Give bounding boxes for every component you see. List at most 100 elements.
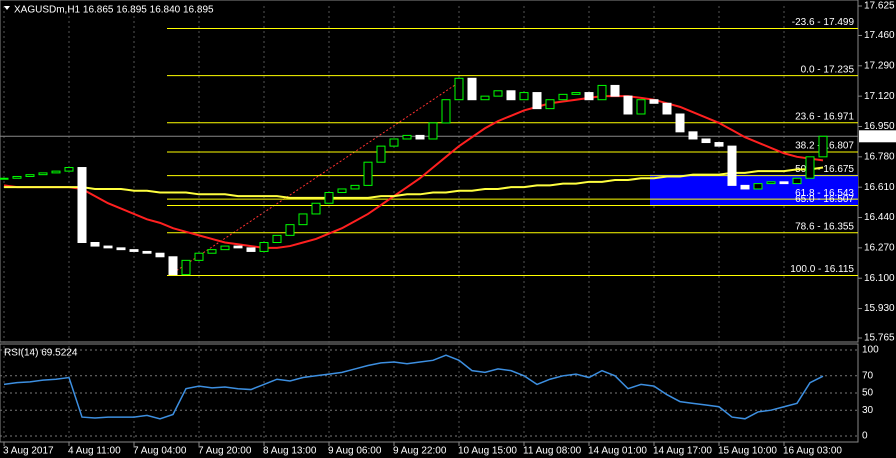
candle — [0, 177, 9, 180]
chart-title: XAGUSDm,H1 16.865 16.895 16.840 16.895 — [14, 5, 214, 16]
candle — [480, 95, 490, 101]
candle — [168, 256, 178, 276]
candle — [142, 250, 152, 254]
x-tick-label: 11 Aug 08:00 — [523, 446, 582, 457]
x-tick-label: 16 Aug 03:00 — [783, 446, 842, 457]
candle — [818, 135, 828, 158]
candle — [129, 249, 139, 252]
candle — [584, 92, 594, 101]
y-tick-label: 16.100 — [864, 273, 895, 284]
y-tick-label: 16.780 — [864, 151, 895, 162]
candle — [64, 167, 74, 172]
candle — [636, 99, 646, 115]
x-tick-label: 3 Aug 2017 — [3, 446, 54, 457]
x-tick-label: 14 Aug 17:00 — [653, 446, 712, 457]
candle — [272, 234, 282, 244]
candle — [649, 99, 659, 104]
candle — [805, 156, 815, 179]
candle — [233, 245, 243, 249]
y-tick-label: 16.610 — [864, 182, 895, 193]
rsi-tick-label: 50 — [862, 388, 874, 399]
candle — [623, 95, 633, 115]
x-tick-label: 4 Aug 11:00 — [68, 446, 121, 457]
candle — [792, 177, 802, 185]
candle — [467, 77, 477, 101]
candle — [116, 247, 126, 251]
candle — [766, 181, 776, 185]
y-tick-label: 15.765 — [864, 333, 895, 344]
fib-label: 0.0 - 17.235 — [801, 64, 855, 75]
candle — [428, 122, 438, 140]
candle — [688, 131, 698, 140]
current-price-label: 16.895 — [862, 131, 893, 142]
x-tick-label: 10 Aug 15:00 — [458, 446, 517, 457]
candle — [519, 92, 529, 101]
y-tick-label: 15.930 — [864, 303, 895, 314]
x-tick-label: 8 Aug 13:00 — [263, 446, 317, 457]
candle — [246, 247, 256, 252]
fib-trend-line — [169, 84, 456, 276]
rsi-line — [3, 354, 824, 420]
candle — [727, 145, 737, 186]
candle — [298, 213, 308, 226]
candle — [740, 184, 750, 190]
candle — [194, 252, 204, 261]
fib-label: -23.6 - 17.499 — [792, 17, 855, 28]
candle — [90, 242, 100, 247]
candle — [155, 252, 165, 258]
candle — [324, 192, 334, 204]
menu-arrow — [4, 6, 10, 10]
fib-label: 50.0 - 16.675 — [795, 164, 854, 175]
candle — [25, 174, 35, 177]
rsi-panel — [0, 343, 859, 443]
rsi-tick-label: 70 — [862, 370, 874, 381]
y-tick-label: 17.460 — [864, 30, 895, 41]
rsi-tick-label: 100 — [862, 345, 879, 356]
x-tick-label: 14 Aug 01:00 — [588, 446, 647, 457]
rsi-tick-label: 30 — [862, 405, 874, 416]
current-price-box — [859, 130, 896, 143]
moving-average — [4, 166, 824, 199]
candle — [571, 92, 581, 95]
candle — [493, 90, 503, 97]
rsi-label: RSI(14) 69.5224 — [4, 348, 78, 359]
candle — [207, 249, 217, 254]
y-tick-label: 16.950 — [864, 121, 895, 132]
candle — [363, 161, 373, 186]
y-tick-label: 17.625 — [864, 1, 895, 12]
candle — [714, 142, 724, 147]
candle — [701, 138, 711, 144]
y-tick-label: 17.120 — [864, 91, 895, 102]
rsi-tick-label: 0 — [862, 431, 868, 442]
fib-label: 65.0 - 16.507 — [795, 194, 854, 205]
candle — [545, 99, 555, 110]
fib-label: 23.6 - 16.971 — [795, 111, 854, 122]
y-tick-label: 16.440 — [864, 212, 895, 223]
candle — [779, 181, 789, 185]
candle — [181, 259, 191, 276]
price-panel — [0, 0, 859, 343]
candle — [610, 84, 620, 97]
candle — [350, 184, 360, 190]
candle — [77, 167, 87, 244]
candle — [441, 99, 451, 124]
candle — [753, 183, 763, 190]
candle — [38, 172, 48, 176]
y-tick-label: 17.290 — [864, 60, 895, 71]
fib-label: 100.0 - 16.115 — [790, 264, 854, 275]
candle — [532, 92, 542, 110]
x-tick-label: 9 Aug 22:00 — [393, 446, 447, 457]
candle — [337, 188, 347, 194]
candle — [415, 134, 425, 140]
candle — [259, 242, 269, 252]
candle — [51, 170, 61, 174]
fib-label: 61.8 - 16.543 — [795, 188, 854, 199]
candle — [389, 138, 399, 147]
x-tick-label: 7 Aug 20:00 — [198, 446, 252, 457]
candle — [376, 145, 386, 163]
moving-average — [3, 95, 824, 249]
candle — [454, 77, 464, 101]
candle — [220, 245, 230, 251]
